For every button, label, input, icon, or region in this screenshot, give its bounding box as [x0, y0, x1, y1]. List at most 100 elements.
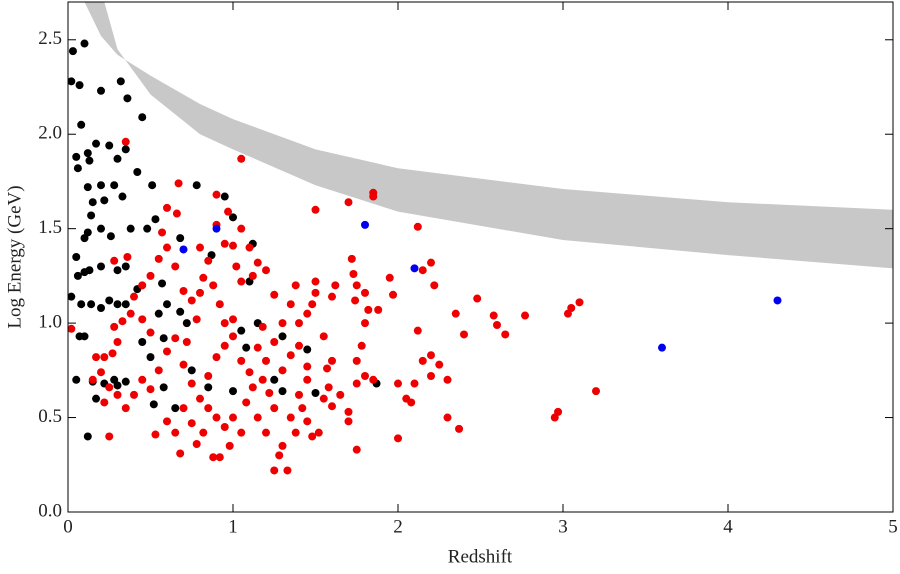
- point: [97, 304, 105, 312]
- point: [229, 315, 237, 324]
- point: [105, 296, 114, 305]
- point: [204, 372, 213, 380]
- point: [100, 353, 109, 362]
- point: [110, 181, 119, 190]
- point: [303, 309, 312, 318]
- point: [229, 213, 237, 222]
- point: [248, 383, 257, 392]
- point: [138, 281, 147, 290]
- point: [245, 368, 254, 377]
- y-tick-label: 2.5: [38, 28, 62, 49]
- point: [262, 428, 270, 437]
- point: [182, 319, 191, 328]
- point: [225, 441, 234, 450]
- point: [163, 417, 171, 426]
- point: [176, 307, 185, 316]
- point: [253, 343, 262, 352]
- point: [100, 196, 109, 205]
- point: [270, 338, 279, 346]
- point: [110, 256, 119, 265]
- point: [121, 300, 130, 309]
- point: [87, 300, 96, 309]
- point: [105, 432, 114, 441]
- point: [501, 330, 510, 339]
- point: [303, 345, 312, 354]
- point: [413, 326, 422, 335]
- point: [110, 322, 119, 331]
- y-axis-label: Log Energy (GeV): [4, 185, 25, 328]
- point: [361, 220, 369, 229]
- point: [113, 154, 122, 163]
- point: [369, 192, 378, 201]
- point: [291, 281, 300, 290]
- point: [427, 372, 435, 380]
- point: [72, 253, 81, 261]
- point: [308, 300, 317, 309]
- point: [344, 407, 353, 416]
- point: [118, 192, 127, 201]
- point: [97, 368, 105, 377]
- point: [187, 379, 196, 388]
- point: [133, 168, 142, 176]
- point: [204, 404, 213, 413]
- point: [344, 198, 353, 207]
- point: [311, 389, 320, 397]
- point: [97, 86, 105, 95]
- point: [97, 181, 105, 190]
- point: [592, 387, 600, 396]
- point: [328, 292, 336, 301]
- point: [229, 332, 237, 341]
- point: [245, 243, 254, 252]
- point: [154, 366, 163, 375]
- point: [418, 356, 427, 365]
- point: [138, 338, 147, 346]
- point: [97, 262, 105, 271]
- point: [324, 383, 333, 392]
- point: [92, 139, 101, 148]
- point: [100, 398, 109, 407]
- point: [212, 224, 221, 233]
- point: [394, 434, 402, 443]
- point: [278, 441, 287, 450]
- point: [187, 419, 196, 428]
- x-tick-label: 1: [228, 516, 238, 537]
- point: [349, 270, 358, 278]
- point: [146, 328, 155, 337]
- point: [196, 288, 204, 297]
- point: [121, 404, 130, 413]
- point: [311, 205, 320, 214]
- point: [151, 215, 160, 224]
- point: [146, 385, 155, 394]
- point: [427, 351, 435, 360]
- point: [172, 209, 181, 218]
- point: [171, 428, 180, 437]
- point: [443, 375, 452, 384]
- point: [92, 353, 101, 362]
- x-tick-label: 3: [558, 516, 568, 537]
- point: [220, 341, 229, 350]
- point: [361, 288, 369, 297]
- point: [220, 319, 229, 328]
- point: [116, 77, 125, 86]
- y-tick-label: 2.0: [38, 123, 62, 144]
- point: [92, 394, 101, 403]
- point: [163, 243, 171, 252]
- point: [237, 356, 246, 365]
- point: [554, 407, 563, 416]
- point: [163, 300, 171, 309]
- point: [427, 258, 435, 267]
- point: [658, 343, 666, 352]
- point: [113, 381, 122, 390]
- point: [149, 400, 158, 409]
- point: [352, 356, 361, 365]
- point: [283, 466, 292, 475]
- point: [563, 309, 572, 318]
- point: [77, 300, 86, 309]
- point: [364, 305, 373, 314]
- point: [278, 319, 287, 328]
- point: [443, 413, 452, 422]
- point: [229, 387, 237, 396]
- point: [215, 300, 224, 309]
- point: [344, 417, 353, 426]
